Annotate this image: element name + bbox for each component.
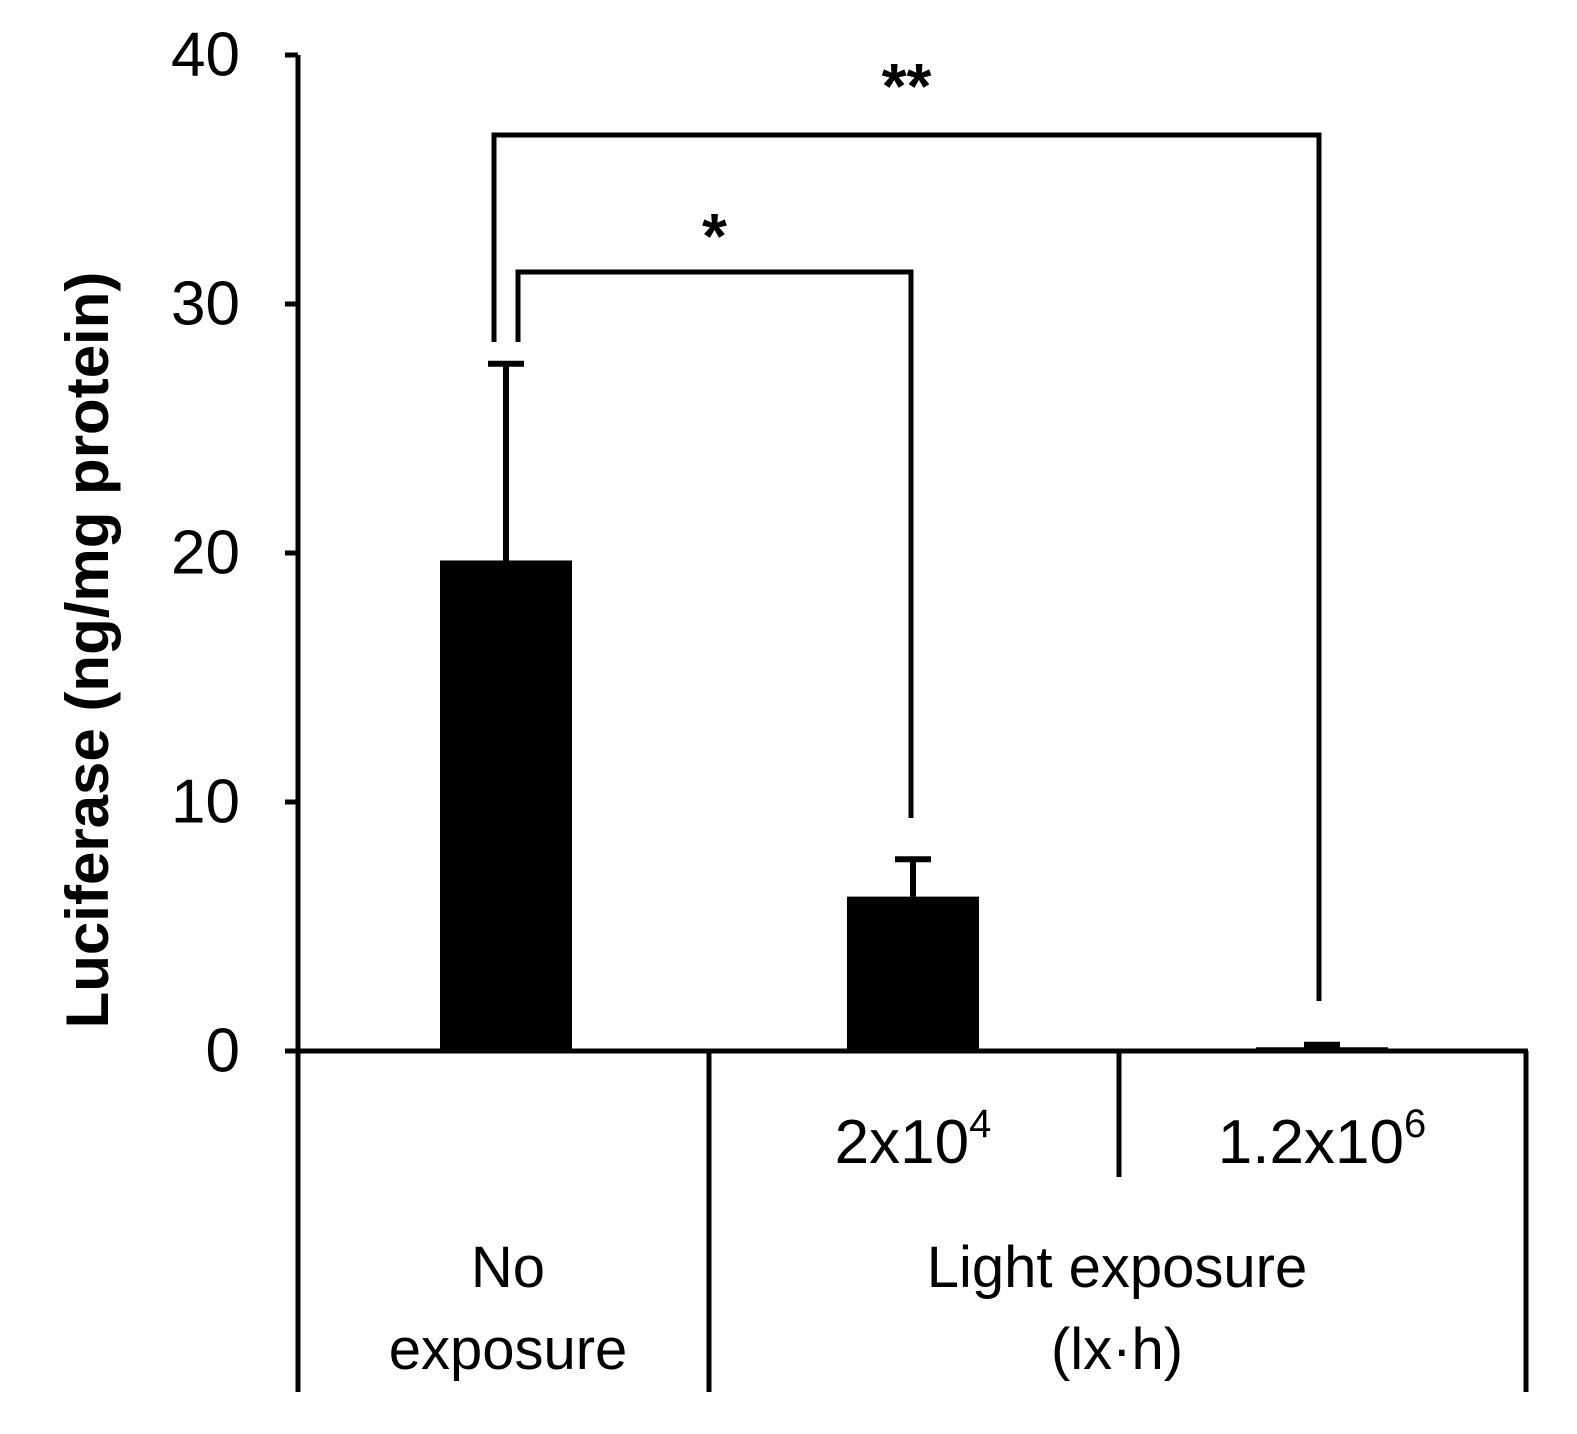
y-tick-label-0: 0: [206, 1017, 240, 1086]
bar-1: [440, 560, 572, 1051]
y-tick-label-4: 40: [171, 21, 240, 90]
y-axis-title: Luciferase (ng/mg protein): [54, 272, 121, 1029]
category-label-3: 1.2x106: [1218, 1102, 1426, 1177]
bars: [440, 560, 1388, 1051]
group-label-light-exposure-line1: Light exposure: [927, 1235, 1307, 1300]
significance-bracket-1: [491, 132, 1322, 1001]
y-tick-label-3: 30: [171, 270, 240, 339]
bar-2: [847, 896, 979, 1051]
y-ticks: 0 10 20 30 40: [171, 21, 298, 1086]
group-label-no-exposure-line1: No: [471, 1235, 545, 1300]
significance-label-2: *: [702, 200, 727, 272]
y-tick-label-1: 10: [171, 768, 240, 837]
significance-label-1: **: [882, 50, 932, 122]
category-label-2: 2x104: [835, 1102, 992, 1177]
y-tick-label-2: 20: [171, 519, 240, 588]
group-label-no-exposure-line2: exposure: [389, 1317, 628, 1382]
significance-brackets: ***: [491, 50, 1322, 1001]
bar-3: [1256, 1047, 1388, 1051]
significance-bracket-2: [515, 269, 914, 818]
group-label-light-exposure-line2: (lx·h): [1051, 1317, 1183, 1382]
error-bars: [488, 360, 1340, 1048]
